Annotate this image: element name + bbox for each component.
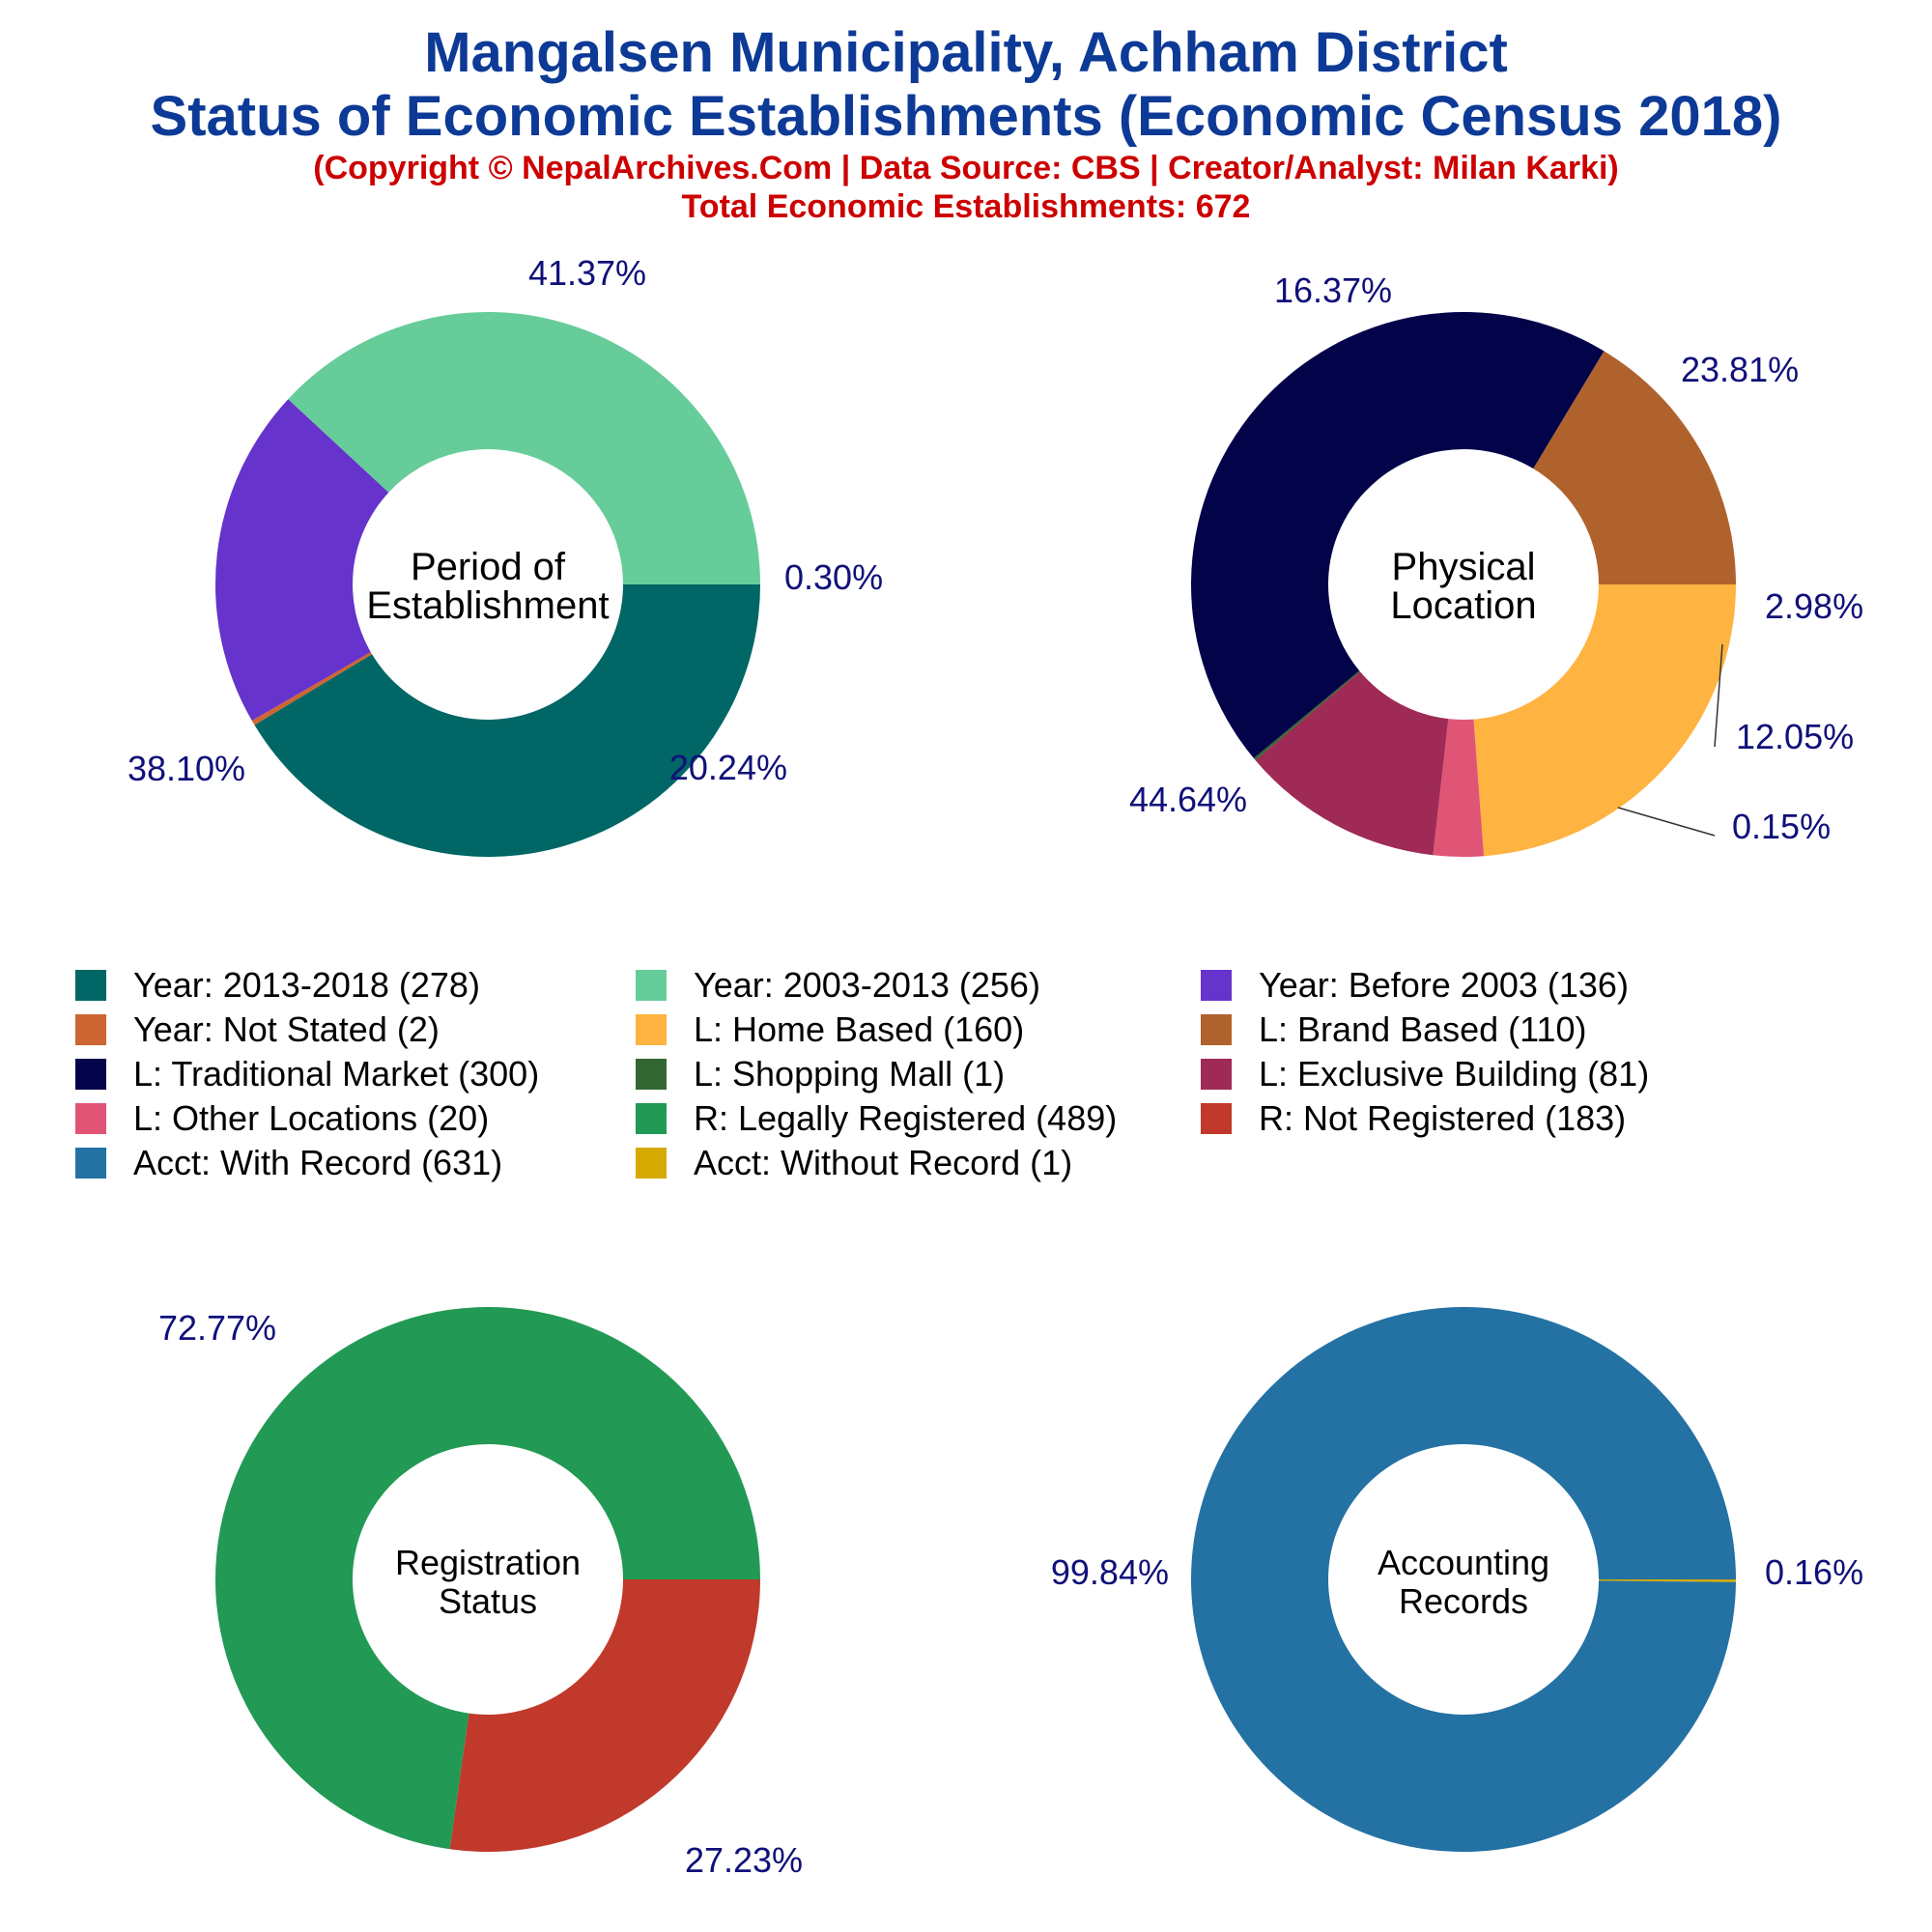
legend-label: L: Exclusive Building (81) xyxy=(1259,1054,1650,1094)
slice-year-2013-2018 xyxy=(254,584,760,858)
legend-item-year-before-2003-136: Year: Before 2003 (136) xyxy=(1201,965,1629,1005)
center-label: Registration xyxy=(395,1543,581,1582)
legend-label: R: Not Registered (183) xyxy=(1259,1098,1627,1138)
legend-label: L: Home Based (160) xyxy=(694,1009,1025,1049)
center-label: Physical xyxy=(1392,546,1536,588)
slice-acct-with-record xyxy=(1191,1307,1736,1853)
slice-l-traditional-market xyxy=(1190,311,1605,758)
slice-l-home-based xyxy=(1473,584,1736,857)
legend-swatch xyxy=(75,970,106,1001)
percent-label-r-not-registered: 27.23% xyxy=(685,1840,803,1880)
legend-item-l-exclusive-building-81: L: Exclusive Building (81) xyxy=(1201,1054,1650,1094)
chart-total: Total Economic Establishments: 672 xyxy=(681,188,1251,225)
slice-r-legally-registered xyxy=(214,1306,760,1850)
legend-swatch xyxy=(1201,1103,1232,1134)
legend-swatch xyxy=(636,1014,667,1045)
legend-label: Acct: With Record (631) xyxy=(133,1143,503,1182)
percent-label-l-brand-based: 16.37% xyxy=(1274,270,1392,310)
legend-swatch xyxy=(636,1103,667,1134)
legend-swatch xyxy=(636,1059,667,1090)
chart-credit: (Copyright © NepalArchives.Com | Data So… xyxy=(313,150,1619,186)
legend-swatch xyxy=(1201,1014,1232,1045)
legend-item-year-2013-2018-278: Year: 2013-2018 (278) xyxy=(75,965,480,1005)
center-label: Period of xyxy=(411,546,566,588)
legend-swatch xyxy=(1201,1059,1232,1090)
leader-line-l-shopping-mall xyxy=(1617,807,1716,837)
legend-item-l-traditional-market-300: L: Traditional Market (300) xyxy=(75,1054,540,1094)
percent-label-l-traditional-market: 44.64% xyxy=(1129,780,1247,819)
percent-label-acct-with-record: 99.84% xyxy=(1051,1552,1169,1592)
legend-swatch xyxy=(1201,970,1232,1001)
leader-line-l-exclusive-building xyxy=(1714,643,1723,748)
chart-header: Mangalsen Municipality, Achham District … xyxy=(0,21,1932,226)
legend-item-l-shopping-mall-1: L: Shopping Mall (1) xyxy=(636,1054,1006,1094)
legend-swatch xyxy=(636,970,667,1001)
percent-label-acct-without-record: 0.16% xyxy=(1765,1552,1863,1592)
percent-label-l-home-based: 23.81% xyxy=(1681,350,1799,389)
chart-subtitle: Status of Economic Establishments (Econo… xyxy=(150,85,1782,148)
percent-label-year-before-2003: 20.24% xyxy=(669,748,787,787)
legend-label: Acct: Without Record (1) xyxy=(694,1143,1073,1182)
percent-label-l-other-locations: 2.98% xyxy=(1765,586,1863,626)
legend-item-r-not-registered-183: R: Not Registered (183) xyxy=(1201,1098,1627,1138)
legend-label: Year: Before 2003 (136) xyxy=(1259,965,1629,1005)
percent-label-l-shopping-mall: 0.15% xyxy=(1732,807,1831,846)
center-label: Establishment xyxy=(366,584,609,627)
donut-chart-period-of-establishment: 41.37% 0.30% 20.24% 38.10% Period ofEstablis… xyxy=(128,253,883,858)
slice-year-2003-2013 xyxy=(288,311,760,584)
slice-l-shopping-mall xyxy=(1253,670,1361,760)
slice-l-other-locations xyxy=(1433,719,1485,857)
legend-item-acct-without-record-1: Acct: Without Record (1) xyxy=(636,1143,1073,1182)
slice-r-not-registered xyxy=(449,1579,760,1852)
legend-swatch xyxy=(75,1103,106,1134)
percent-label-year-not-stated: 0.30% xyxy=(784,557,883,597)
slice-acct-without-record xyxy=(1598,1579,1736,1582)
legend-label: L: Other Locations (20) xyxy=(133,1098,490,1138)
legend-item-r-legally-registered-489: R: Legally Registered (489) xyxy=(636,1098,1118,1138)
center-label: Accounting xyxy=(1378,1543,1549,1582)
percent-label-year-2013-2018: 41.37% xyxy=(528,253,646,293)
legend-swatch xyxy=(75,1059,106,1090)
legend-label: Year: 2003-2013 (256) xyxy=(694,965,1040,1005)
legend-item-l-brand-based-110: L: Brand Based (110) xyxy=(1201,1009,1587,1049)
center-label: Records xyxy=(1399,1581,1528,1621)
legend-item-l-other-locations-20: L: Other Locations (20) xyxy=(75,1098,490,1138)
percent-label-r-legally-registered: 72.77% xyxy=(158,1308,276,1348)
legend-item-year-not-stated-2: Year: Not Stated (2) xyxy=(75,1009,440,1049)
chart-title: Mangalsen Municipality, Achham District xyxy=(424,21,1508,84)
legend-item-acct-with-record-631: Acct: With Record (631) xyxy=(75,1143,503,1182)
center-label: Status xyxy=(439,1581,537,1621)
legend-label: L: Shopping Mall (1) xyxy=(694,1054,1006,1094)
legend-swatch xyxy=(75,1148,106,1179)
center-label: Location xyxy=(1390,584,1536,627)
legend-label: L: Traditional Market (300) xyxy=(133,1054,540,1094)
slice-l-exclusive-building xyxy=(1255,671,1449,856)
legend-label: L: Brand Based (110) xyxy=(1259,1009,1587,1049)
legend-label: R: Legally Registered (489) xyxy=(694,1098,1118,1138)
legend-label: Year: 2013-2018 (278) xyxy=(133,965,480,1005)
legend-item-year-2003-2013-256: Year: 2003-2013 (256) xyxy=(636,965,1040,1005)
legend-item-l-home-based-160: L: Home Based (160) xyxy=(636,1009,1025,1049)
slice-year-before-2003 xyxy=(214,399,389,721)
percent-label-year-2003-2013: 38.10% xyxy=(128,749,245,788)
percent-label-l-exclusive-building: 12.05% xyxy=(1736,717,1854,756)
slice-l-brand-based xyxy=(1533,351,1736,584)
legend-label: Year: Not Stated (2) xyxy=(133,1009,440,1049)
donut-chart-physical-location: 23.81% 2.98% 12.05% 0.15% 44.64% 16.37% Physic… xyxy=(1129,270,1863,857)
legend-swatch xyxy=(75,1014,106,1045)
slice-year-not-stated xyxy=(251,652,373,725)
legend-swatch xyxy=(636,1148,667,1179)
